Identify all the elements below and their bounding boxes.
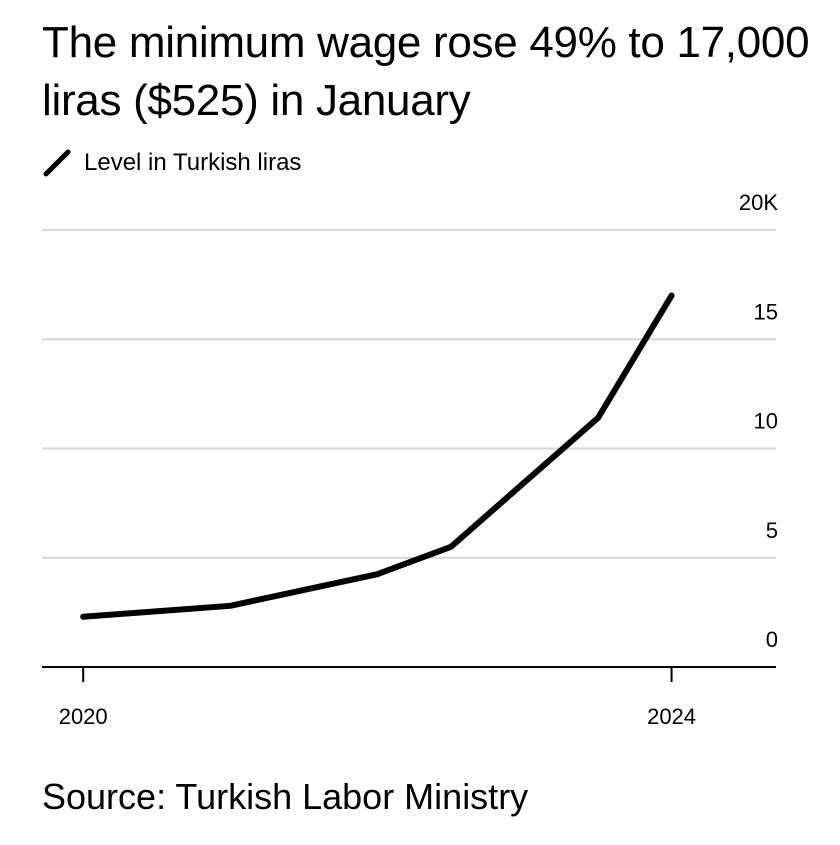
- x-tick-label: 2024: [647, 704, 696, 729]
- y-tick-label: 0: [766, 627, 778, 652]
- y-tick-label: 15: [754, 299, 778, 324]
- y-tick-label: 5: [766, 518, 778, 543]
- legend-label: Level in Turkish liras: [84, 149, 302, 176]
- y-tick-label: 20K: [739, 190, 778, 215]
- line: [80, 292, 675, 620]
- source: Source: Turkish Labor Ministry: [42, 776, 529, 817]
- legend: Level in Turkish liras: [42, 148, 301, 178]
- legend-swatch: [43, 149, 71, 177]
- x-tick-label: 2020: [59, 704, 108, 729]
- chart-title: The minimum wage rose 49% to 17,000 lira…: [42, 18, 810, 125]
- y-tick-label: 10: [754, 409, 778, 434]
